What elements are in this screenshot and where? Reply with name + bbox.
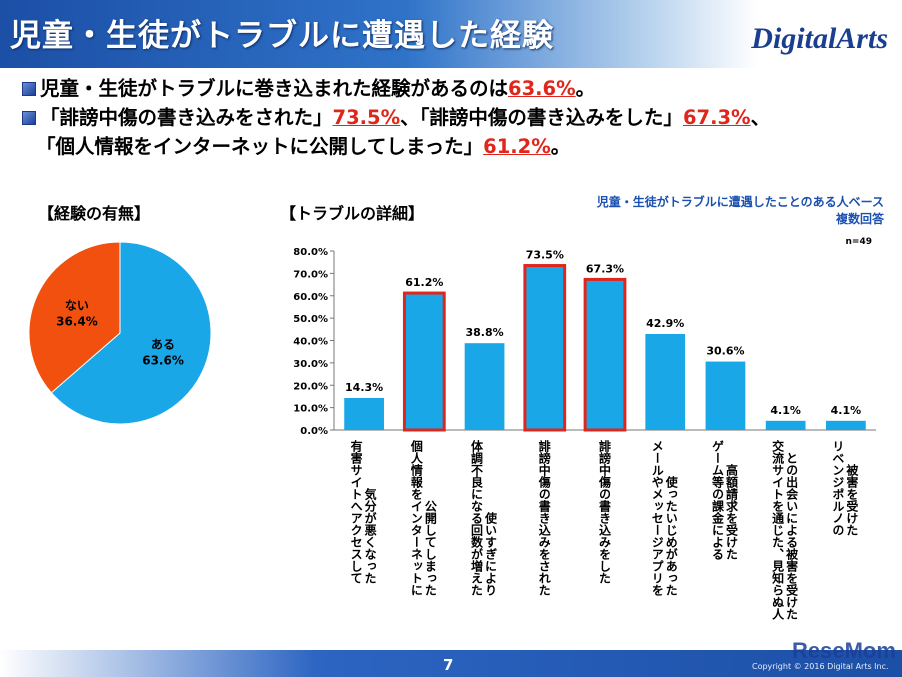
y-tick-label: 80.0%: [293, 247, 328, 258]
y-tick-label: 40.0%: [293, 337, 328, 348]
y-tick-label: 10.0%: [293, 404, 328, 415]
chart-base-note: 児童・生徒がトラブルに遭遇したことのある人ベース 複数回答: [596, 195, 884, 226]
bar-value-label: 14.3%: [345, 381, 383, 394]
bar-category-label: 個人情報をインターネットに公開してしまった: [409, 440, 437, 599]
pie-slice-label: ない: [65, 298, 89, 312]
bar: [826, 420, 866, 430]
bar-category-label: 体調不良になる回数が増えた使いすぎにより: [470, 440, 498, 599]
bar: [765, 420, 806, 430]
bar-value-label: 4.1%: [831, 404, 862, 417]
bullet-line-3: 「個人情報をインターネットに公開してしまった」61.2%。: [36, 135, 571, 158]
bar-category-label-line: 有害サイトへアクセスして: [349, 440, 364, 584]
bar-highlighted: [402, 291, 446, 432]
highlight-value: 61.2%: [483, 135, 551, 158]
highlight-value: 73.5%: [332, 106, 401, 129]
bar: [464, 343, 505, 430]
bullet-square-icon: [22, 82, 36, 96]
bar-category-label: 誹謗中傷の書き込みをした: [598, 440, 612, 587]
bar-category-label: メールやメッセージアプリを使ったいじめがあった: [650, 440, 678, 599]
bar-category-label-line: 交流サイトを通じた、見知らぬ人: [770, 440, 785, 620]
footer-bar: [0, 650, 902, 677]
bar-category-label: 有害サイトへアクセスして気分が悪くなった: [349, 440, 377, 587]
header-banner: 児童・生徒がトラブルに遭遇した経験 DigitalArts: [0, 0, 902, 68]
page-number: 7: [443, 656, 454, 674]
bar-category-label: 交流サイトを通じた、見知らぬ人との出会いによる被害を受けた: [771, 440, 799, 623]
bar-category-label-line: リベンジポルノの: [830, 440, 845, 536]
bar-category-label-line: 個人情報をインターネットに: [409, 440, 424, 596]
bar-category-label-line: 高額請求を受けた: [724, 464, 739, 560]
bar-highlighted: [583, 277, 627, 432]
pie-slice-value: 63.6%: [142, 354, 184, 368]
bar-category-label-line: 使いすぎにより: [483, 512, 498, 596]
bar-category-label: 誹謗中傷の書き込みをされた: [537, 440, 551, 599]
bar-value-label: 67.3%: [586, 262, 624, 275]
y-tick-label: 20.0%: [293, 381, 328, 392]
y-tick-label: 70.0%: [293, 269, 328, 280]
bar-category-label-line: 被害を受けた: [844, 464, 859, 536]
bullet-square-icon: [22, 111, 36, 125]
bar-value-label: 61.2%: [405, 276, 443, 289]
bar-value-label: 38.8%: [465, 326, 503, 339]
company-logo: DigitalArts: [751, 22, 888, 55]
bar-section-title: 【トラブルの詳細】: [280, 204, 425, 223]
bar: [344, 398, 384, 430]
bar-highlighted: [523, 264, 567, 432]
bar-category-label: ゲーム等の課金による高額請求を受けた: [710, 440, 738, 563]
bar-category-label-line: との出会いによる被害を受けた: [784, 452, 799, 620]
bullet-line-1: 児童・生徒がトラブルに巻き込まれた経験があるのは63.6%。: [22, 74, 892, 103]
bar-category-label-line: 誹謗中傷の書き込みをされた: [537, 440, 552, 596]
bar-value-label: 30.6%: [706, 345, 744, 358]
bar-category-label-line: 公開してしまった: [423, 500, 438, 596]
y-tick-label: 60.0%: [293, 292, 328, 303]
sample-size-note: n=49: [845, 237, 872, 247]
pie-slice-label: ある: [151, 338, 175, 352]
bar-value-label: 73.5%: [526, 249, 564, 262]
page-title: 児童・生徒がトラブルに遭遇した経験: [10, 18, 554, 54]
summary-bullets: 児童・生徒がトラブルに巻き込まれた経験があるのは63.6%。 「誹謗中傷の書き込…: [22, 74, 892, 161]
y-tick-label: 50.0%: [293, 314, 328, 325]
pie-section-title: 【経験の有無】: [38, 204, 151, 223]
bar-category-label-line: 使ったいじめがあった: [664, 476, 679, 596]
highlight-value: 67.3%: [682, 106, 751, 129]
bar: [645, 334, 686, 430]
y-tick-label: 0.0%: [300, 426, 328, 437]
bar-category-label-line: 気分が悪くなった: [363, 488, 378, 584]
bar-category-label-line: メールやメッセージアプリを: [650, 440, 665, 596]
bar-value-label: 42.9%: [646, 317, 684, 330]
copyright-text: Copyright © 2016 Digital Arts Inc.: [752, 662, 889, 671]
bar: [705, 361, 746, 430]
pie-slice-value: 36.4%: [56, 314, 98, 328]
watermark: ReseMom: [792, 638, 896, 663]
pie-slice-2: [28, 241, 121, 394]
bullet-line-2: 「誹謗中傷の書き込みをされた」73.5%、「誹謗中傷の書き込みをした」67.3%…: [22, 103, 892, 132]
bar-category-label: リベンジポルノの被害を受けた: [831, 440, 859, 539]
highlight-value: 63.6%: [508, 77, 576, 100]
bar-category-label-line: 体調不良になる回数が増えた: [469, 440, 484, 596]
bar-category-label-line: ゲーム等の課金による: [710, 440, 725, 560]
y-tick-label: 30.0%: [293, 359, 328, 370]
bar-value-label: 4.1%: [770, 404, 801, 417]
bar-category-label-line: 誹謗中傷の書き込みをした: [597, 440, 612, 584]
pie-slice-1: [50, 241, 212, 425]
